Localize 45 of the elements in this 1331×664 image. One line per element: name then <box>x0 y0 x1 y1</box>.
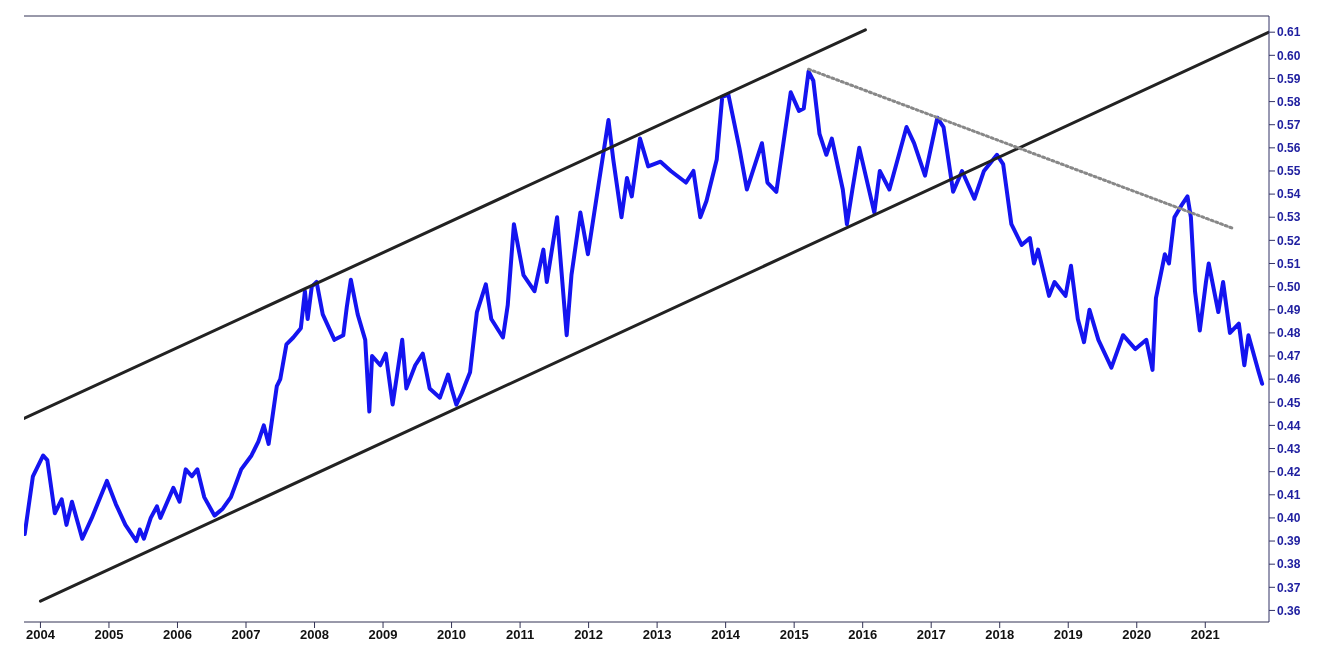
y-tick-label: 0.39 <box>1277 534 1301 549</box>
y-tick-label: 0.50 <box>1277 279 1301 294</box>
x-tick-label: 2018 <box>985 627 1015 643</box>
y-tick-label: 0.61 <box>1277 25 1301 40</box>
x-tick-label: 2019 <box>1053 627 1083 643</box>
x-tick-label: 2007 <box>231 627 261 643</box>
y-tick-label: 0.41 <box>1277 488 1301 503</box>
x-tick-label: 2004 <box>25 627 56 643</box>
x-tick-label: 2012 <box>574 627 604 643</box>
y-tick-label: 0.46 <box>1277 372 1301 387</box>
y-tick-label: 0.44 <box>1277 418 1301 433</box>
y-tick-label: 0.55 <box>1277 164 1301 179</box>
y-tick-label: 0.40 <box>1277 511 1301 526</box>
y-tick-label: 0.47 <box>1277 349 1301 364</box>
x-tick-label: 2017 <box>916 627 946 643</box>
x-tick-label: 2011 <box>505 627 535 643</box>
x-tick-label: 2010 <box>437 627 467 643</box>
y-tick-label: 0.49 <box>1277 303 1301 318</box>
y-tick-label: 0.48 <box>1277 326 1301 341</box>
x-tick-label: 2020 <box>1122 627 1152 643</box>
x-tick-label: 2013 <box>642 627 672 643</box>
x-tick-label: 2021 <box>1190 627 1220 643</box>
y-tick-label: 0.57 <box>1277 117 1301 132</box>
x-tick-label: 2014 <box>711 627 741 643</box>
x-tick-label: 2016 <box>848 627 878 643</box>
y-tick-label: 0.52 <box>1277 233 1301 248</box>
y-tick-label: 0.53 <box>1277 210 1301 225</box>
y-tick-label: 0.59 <box>1277 71 1301 86</box>
y-tick-label: 0.58 <box>1277 94 1301 109</box>
y-tick-label: 0.51 <box>1277 256 1301 271</box>
y-tick-label: 0.54 <box>1277 187 1301 202</box>
y-tick-label: 0.36 <box>1277 603 1301 618</box>
y-tick-label: 0.56 <box>1277 141 1301 156</box>
x-tick-label: 2015 <box>779 627 809 643</box>
y-tick-label: 0.60 <box>1277 48 1301 63</box>
x-tick-label: 2009 <box>368 627 398 643</box>
y-tick-label: 0.37 <box>1277 580 1301 595</box>
x-tick-label: 2005 <box>94 627 124 643</box>
y-tick-label: 0.42 <box>1277 464 1301 479</box>
x-tick-label: 2008 <box>300 627 329 643</box>
x-tick-label: 2006 <box>163 627 192 643</box>
y-tick-label: 0.43 <box>1277 441 1301 456</box>
y-tick-label: 0.45 <box>1277 395 1301 410</box>
y-tick-label: 0.38 <box>1277 557 1301 572</box>
line-series <box>24 69 1265 544</box>
